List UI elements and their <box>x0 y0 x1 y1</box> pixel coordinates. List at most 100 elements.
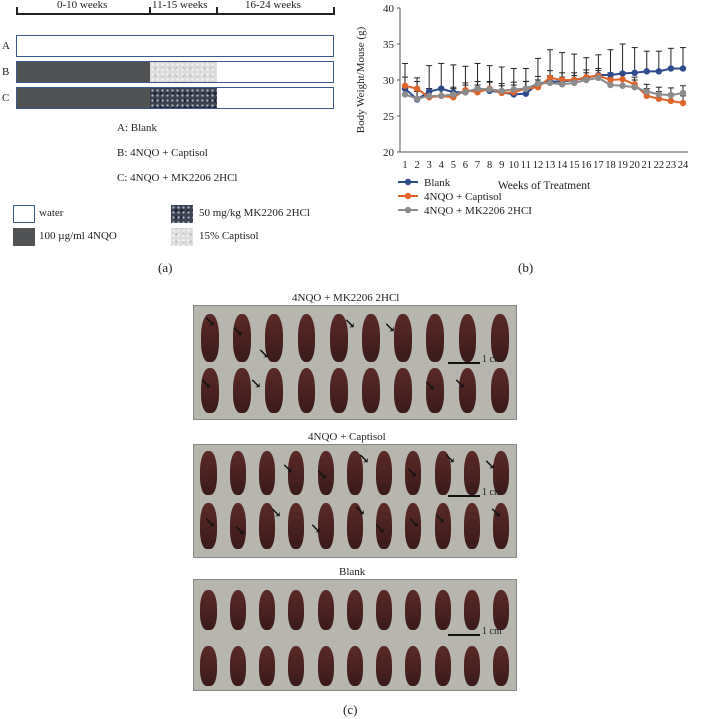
lesion-arrow-icon: ↘ <box>200 377 212 392</box>
x-tick-label: 9 <box>499 160 504 171</box>
lesion-arrow-icon: ↘ <box>316 468 328 483</box>
tongue-specimen <box>405 503 422 549</box>
lesion-arrow-icon: ↘ <box>406 466 418 481</box>
data-point <box>546 74 554 82</box>
tongue-specimen <box>258 503 276 549</box>
tongue-specimen <box>288 646 305 686</box>
legend-marker <box>404 178 412 186</box>
tongue-specimen <box>463 590 480 630</box>
timeline-tick <box>333 7 335 15</box>
x-tick-label: 3 <box>427 160 432 171</box>
legend-label: 50 mg/kg MK2206 2HCl <box>199 207 310 219</box>
legend-label: water <box>39 207 64 219</box>
lesion-arrow-icon: ↘ <box>444 452 456 467</box>
tongue-photo-blank: 1 cm <box>193 579 517 691</box>
tongue-specimen <box>297 368 316 413</box>
tongue-specimen <box>201 314 219 362</box>
y-tick-label: 30 <box>383 75 395 87</box>
data-point <box>474 85 481 92</box>
row-letter: B <box>2 66 10 78</box>
x-tick-label: 17 <box>593 160 604 171</box>
scale-label: 1 cm <box>482 354 502 365</box>
lesion-arrow-icon: ↘ <box>358 452 370 467</box>
tongue-specimen <box>426 368 445 413</box>
data-point <box>679 99 687 107</box>
series-line <box>404 76 684 100</box>
data-point <box>438 92 445 100</box>
tongue-specimen <box>258 590 276 630</box>
data-point <box>607 81 614 89</box>
lesion-arrow-icon: ↘ <box>434 512 446 527</box>
segment-captisol <box>150 62 217 82</box>
data-point <box>595 74 602 82</box>
x-tick-label: 10 <box>509 160 520 171</box>
data-point <box>667 97 675 105</box>
tongue-specimen <box>362 314 380 362</box>
tongue-specimen <box>288 590 305 630</box>
tongue-specimen <box>376 451 393 495</box>
period-label: 16-24 weeks <box>245 0 301 11</box>
tongue-specimen <box>346 646 363 686</box>
data-point <box>619 70 626 77</box>
x-tick-label: 5 <box>451 160 456 171</box>
tongue-specimen <box>493 590 510 630</box>
tongue-specimen <box>463 503 480 549</box>
x-tick-label: 8 <box>487 160 492 171</box>
tongue-specimen <box>434 503 451 549</box>
tongue-specimen <box>458 368 477 413</box>
group-title: Blank <box>339 566 366 578</box>
tongue-specimen <box>297 314 316 362</box>
x-tick-label: 15 <box>569 160 580 171</box>
segment-4nqo <box>17 62 150 82</box>
data-point <box>583 76 590 84</box>
scale-bar <box>448 495 480 497</box>
tongue-specimen <box>265 314 284 362</box>
tongue-specimen <box>229 503 246 549</box>
data-point <box>522 90 530 97</box>
tongue-specimen <box>394 314 412 362</box>
lesion-arrow-icon: ↘ <box>250 377 262 392</box>
data-point <box>401 91 409 98</box>
group-label: B: 4NQO + Captisol <box>117 147 208 159</box>
tongue-specimen <box>426 314 445 362</box>
segment-mk2206 <box>150 88 217 108</box>
x-tick-label: 7 <box>475 160 480 171</box>
data-point <box>679 89 687 97</box>
lesion-arrow-icon: ↘ <box>384 321 396 336</box>
lesion-arrow-icon: ↘ <box>258 347 270 362</box>
tongue-specimen <box>288 503 305 549</box>
timeline-tick <box>216 7 218 15</box>
timeline-tick <box>16 7 18 15</box>
lesion-arrow-icon: ↘ <box>424 379 436 394</box>
tongue-specimen <box>346 451 363 495</box>
tongue-specimen <box>463 451 480 495</box>
lesion-arrow-icon: ↘ <box>282 462 294 477</box>
chart-caption: (b) <box>518 260 534 275</box>
lesion-arrow-icon: ↘ <box>270 506 282 521</box>
tongue-specimen <box>434 646 451 686</box>
x-tick-label: 2 <box>414 160 419 171</box>
timeline-row-a <box>16 35 334 57</box>
group-title: 4NQO + Captisol <box>308 431 386 443</box>
lesion-arrow-icon: ↘ <box>310 522 322 537</box>
x-tick-label: 6 <box>463 160 468 171</box>
data-point <box>631 84 638 91</box>
group-label: C: 4NQO + MK2206 2HCl <box>117 172 238 184</box>
x-tick-label: 24 <box>678 160 689 171</box>
data-point <box>413 85 421 92</box>
data-point <box>643 88 650 95</box>
y-axis-label: Body Weight/Mouse (g) <box>355 26 367 133</box>
x-axis-label: Weeks of Treatment <box>498 180 591 192</box>
tongue-specimen <box>200 451 217 495</box>
x-tick-label: 21 <box>641 160 652 171</box>
tongue-specimen <box>317 503 334 549</box>
period-label: 11-15 weeks <box>152 0 208 11</box>
data-point <box>667 65 675 72</box>
x-tick-label: 16 <box>581 160 592 171</box>
legend-marker <box>404 192 412 200</box>
tongue-specimen <box>376 590 393 630</box>
timeline-tick <box>149 7 151 15</box>
legend-swatch-water <box>13 205 35 223</box>
x-tick-label: 14 <box>557 160 568 171</box>
